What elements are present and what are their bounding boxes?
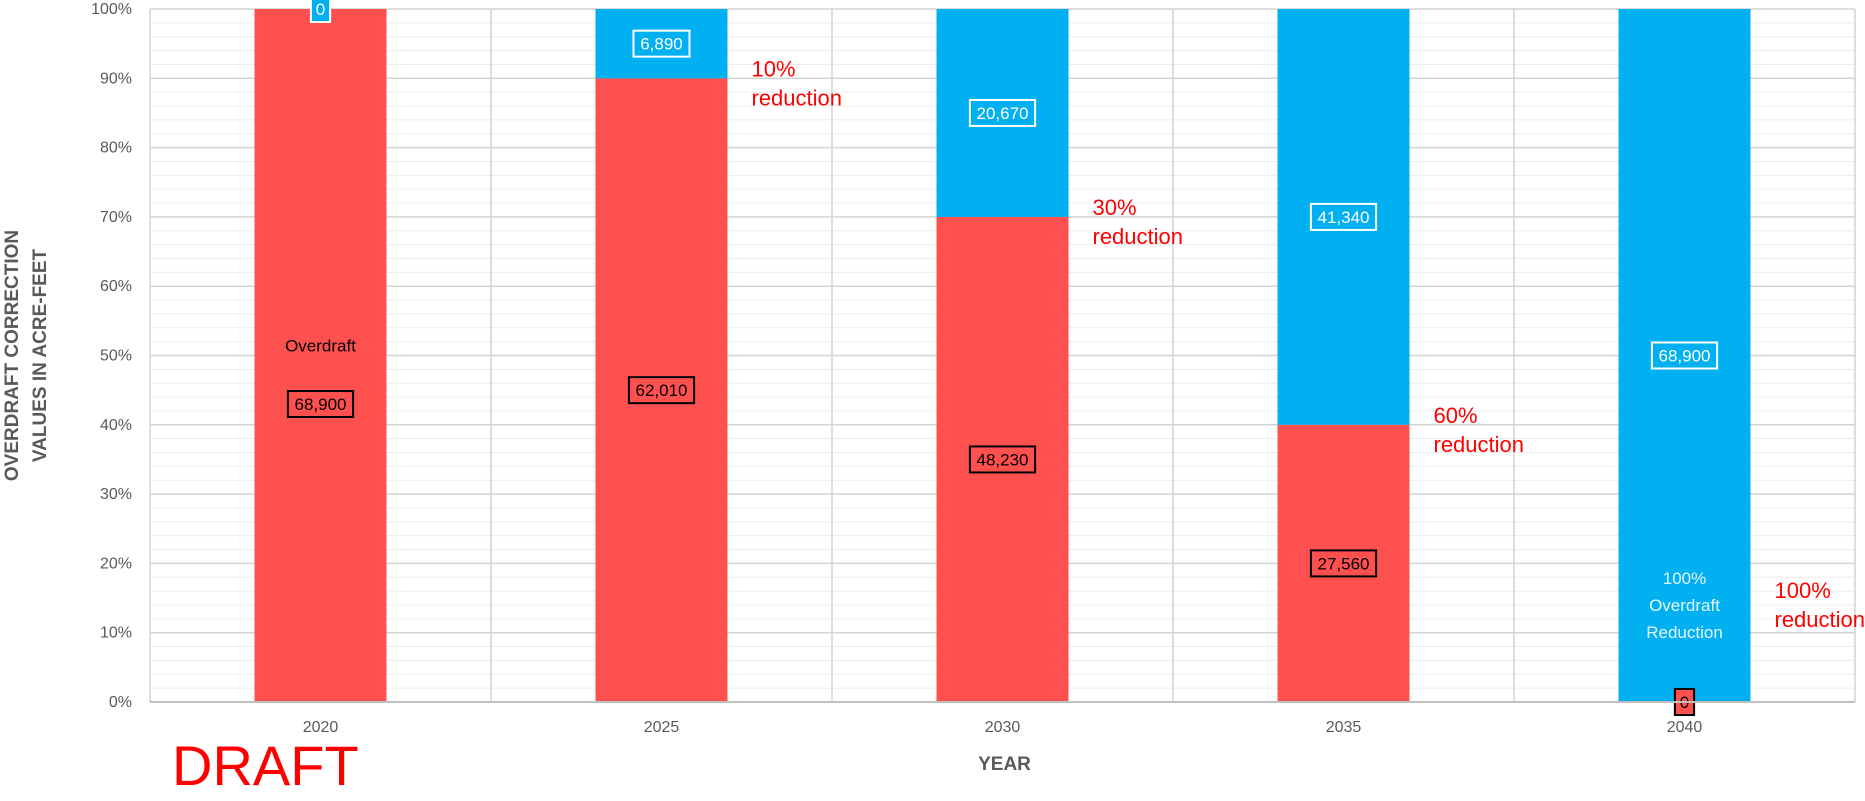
reduction-annotation: reduction — [1434, 432, 1525, 457]
bar-segment — [1277, 9, 1410, 425]
y-tick-label: 50% — [100, 348, 132, 365]
reduction-annotation: 100% — [1775, 578, 1831, 603]
data-label: 27,560 — [1318, 554, 1370, 573]
x-tick-label: 2040 — [1667, 719, 1703, 736]
bar-segment — [1277, 424, 1410, 702]
bar-text: 100% — [1663, 569, 1706, 588]
data-label-box — [968, 445, 1037, 474]
y-tick-label: 20% — [100, 555, 132, 572]
bar-segment — [1618, 9, 1751, 702]
y-tick-label: 70% — [100, 209, 132, 226]
data-label: 68,900 — [1659, 347, 1711, 366]
reduction-annotation: 30% — [1093, 195, 1137, 220]
y-tick-label: 90% — [100, 70, 132, 87]
reduction-annotation: reduction — [752, 85, 843, 110]
draft-watermark: DRAFT — [172, 734, 359, 797]
y-tick-label: 60% — [100, 278, 132, 295]
data-label: 62,010 — [636, 381, 688, 400]
data-label-box — [1650, 341, 1719, 370]
x-axis-title: YEAR — [978, 754, 1031, 775]
bar-segment — [936, 9, 1069, 217]
data-label-box — [1309, 549, 1378, 578]
y-tick-label: 80% — [100, 140, 132, 157]
y-tick-label: 40% — [100, 417, 132, 434]
reduction-annotation: reduction — [1093, 224, 1184, 249]
data-label-box — [968, 98, 1037, 127]
bar-segment — [595, 78, 728, 703]
bars — [254, 9, 1751, 703]
data-label: 20,670 — [977, 104, 1029, 123]
x-tick-label: 2035 — [1326, 719, 1362, 736]
data-label-box — [309, 0, 332, 23]
bar-text: Reduction — [1646, 623, 1723, 642]
reduction-annotation: 60% — [1434, 403, 1478, 428]
data-label-box — [627, 376, 696, 405]
x-tick-label: 2020 — [303, 719, 339, 736]
data-label-box — [1309, 202, 1378, 231]
bar-text: Overdraft — [285, 337, 356, 356]
y-tick-label: 100% — [91, 1, 132, 18]
x-tick-label: 2025 — [644, 719, 680, 736]
y-tick-label: 0% — [109, 694, 132, 711]
y-axis-title: VALUES IN ACRE-FEET — [30, 248, 51, 462]
axes: 0% 10% 20% 30% 40% 50% 60% 70% 80% 90% 100% 2020 202… — [2, 1, 1855, 775]
data-labels: 68,900 0 62,010 6,890 48,230 20,670 27,560 41,3… — [285, 0, 1865, 716]
data-label: 0 — [316, 0, 325, 19]
y-tick-label: 10% — [100, 625, 132, 642]
data-label: 41,340 — [1318, 208, 1370, 227]
data-label: 48,230 — [977, 450, 1029, 469]
reduction-annotation: 10% — [752, 56, 796, 81]
data-label: 6,890 — [640, 35, 683, 54]
x-tick-label: 2030 — [985, 719, 1021, 736]
bar-segment — [254, 9, 387, 702]
data-label-box — [286, 390, 355, 419]
y-tick-label: 30% — [100, 486, 132, 503]
bar-segment — [936, 216, 1069, 702]
data-label-box — [632, 29, 691, 58]
bar-text: Overdraft — [1649, 596, 1720, 615]
bar-segment — [595, 9, 728, 79]
data-label: 68,900 — [295, 395, 347, 414]
y-axis-title: OVERDRAFT CORRECTION — [2, 230, 23, 481]
reduction-annotation: reduction — [1775, 607, 1865, 632]
